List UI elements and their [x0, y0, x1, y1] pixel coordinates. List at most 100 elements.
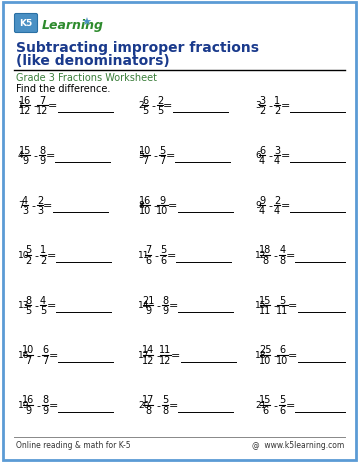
- Text: 4: 4: [259, 206, 265, 216]
- Text: 8: 8: [42, 394, 48, 405]
- Text: -: -: [268, 150, 272, 161]
- Text: -: -: [34, 300, 38, 310]
- Text: 6: 6: [142, 95, 148, 105]
- Text: -: -: [151, 101, 155, 111]
- Text: 2: 2: [25, 256, 31, 266]
- Text: 13.: 13.: [18, 301, 32, 310]
- Text: 8: 8: [262, 256, 268, 266]
- Text: 7.: 7.: [18, 201, 27, 210]
- Text: -: -: [156, 400, 160, 410]
- Text: 7: 7: [42, 356, 48, 366]
- Text: 12: 12: [142, 356, 154, 366]
- Text: 5: 5: [159, 145, 165, 155]
- Text: 1: 1: [274, 95, 280, 105]
- Text: -: -: [36, 350, 40, 360]
- Text: 2: 2: [157, 95, 163, 105]
- Text: 10: 10: [139, 145, 151, 155]
- Text: =: =: [48, 400, 58, 410]
- Text: 8: 8: [162, 406, 168, 416]
- Text: 4: 4: [22, 195, 28, 205]
- Text: -: -: [273, 250, 277, 260]
- Text: 9: 9: [145, 306, 151, 316]
- Text: 16.: 16.: [18, 351, 32, 360]
- Text: 9: 9: [22, 156, 28, 166]
- Text: =: =: [169, 400, 178, 410]
- Text: 5: 5: [142, 106, 148, 116]
- Text: =: =: [168, 200, 177, 211]
- Text: -: -: [153, 150, 157, 161]
- Text: 9: 9: [25, 406, 31, 416]
- Text: =: =: [169, 300, 178, 310]
- Text: 8: 8: [279, 256, 285, 266]
- Text: -: -: [36, 400, 40, 410]
- Text: 9.: 9.: [255, 201, 264, 210]
- Text: 3.: 3.: [255, 101, 264, 110]
- Text: 10: 10: [139, 206, 151, 216]
- Text: 6: 6: [145, 256, 151, 266]
- Text: 3: 3: [274, 145, 280, 155]
- Text: 19.: 19.: [18, 400, 32, 410]
- Text: 5: 5: [157, 106, 163, 116]
- Text: =: =: [46, 150, 55, 161]
- Text: 4: 4: [40, 295, 46, 305]
- Text: 15: 15: [259, 295, 271, 305]
- Text: 5: 5: [25, 306, 31, 316]
- Text: 18: 18: [259, 245, 271, 255]
- FancyBboxPatch shape: [14, 14, 37, 33]
- Text: 9: 9: [159, 195, 165, 205]
- Text: 4: 4: [274, 206, 280, 216]
- Text: 10.: 10.: [18, 251, 32, 260]
- Text: =: =: [166, 250, 176, 260]
- Text: 7: 7: [25, 356, 31, 366]
- Text: 16: 16: [22, 394, 34, 405]
- Text: =: =: [285, 400, 295, 410]
- Text: -: -: [33, 101, 37, 111]
- Text: ★: ★: [81, 18, 91, 28]
- Text: Grade 3 Fractions Worksheet: Grade 3 Fractions Worksheet: [16, 73, 157, 83]
- Text: 15: 15: [259, 394, 271, 405]
- Text: 8: 8: [25, 295, 31, 305]
- Text: =: =: [288, 300, 297, 310]
- Text: 14.: 14.: [138, 301, 152, 310]
- Text: -: -: [268, 200, 272, 211]
- Text: =: =: [48, 350, 58, 360]
- Text: 12.: 12.: [255, 251, 269, 260]
- Text: 12: 12: [19, 106, 31, 116]
- Text: 7: 7: [142, 156, 148, 166]
- Text: Subtracting improper fractions: Subtracting improper fractions: [16, 41, 259, 55]
- Text: 10: 10: [156, 206, 168, 216]
- Text: =: =: [280, 101, 290, 111]
- Text: 10: 10: [259, 356, 271, 366]
- Text: 9: 9: [162, 306, 168, 316]
- Text: 2: 2: [274, 195, 280, 205]
- Text: 6.: 6.: [255, 151, 264, 160]
- Text: -: -: [33, 150, 37, 161]
- Text: 2.: 2.: [138, 101, 146, 110]
- Text: -: -: [273, 300, 277, 310]
- Text: 7: 7: [159, 156, 165, 166]
- Text: 1: 1: [40, 245, 46, 255]
- Text: 17.: 17.: [138, 351, 152, 360]
- Text: 2: 2: [37, 195, 43, 205]
- Text: 5: 5: [162, 394, 168, 405]
- Text: =: =: [171, 350, 180, 360]
- Text: 5: 5: [40, 306, 46, 316]
- Text: 6: 6: [262, 406, 268, 416]
- Text: 8: 8: [145, 406, 151, 416]
- Text: =: =: [288, 350, 297, 360]
- Text: 15: 15: [19, 145, 31, 155]
- Text: 25: 25: [259, 345, 271, 355]
- Text: 4: 4: [274, 156, 280, 166]
- Text: 14: 14: [142, 345, 154, 355]
- Text: =: =: [46, 300, 56, 310]
- Text: -: -: [268, 101, 272, 111]
- Text: 10: 10: [276, 356, 288, 366]
- Text: =: =: [48, 101, 57, 111]
- Text: 7: 7: [145, 245, 151, 255]
- Text: 18.: 18.: [255, 351, 269, 360]
- Text: 6: 6: [42, 345, 48, 355]
- Text: 2: 2: [40, 256, 46, 266]
- Text: =: =: [280, 150, 290, 161]
- Text: 9: 9: [259, 195, 265, 205]
- Text: 5.: 5.: [138, 151, 146, 160]
